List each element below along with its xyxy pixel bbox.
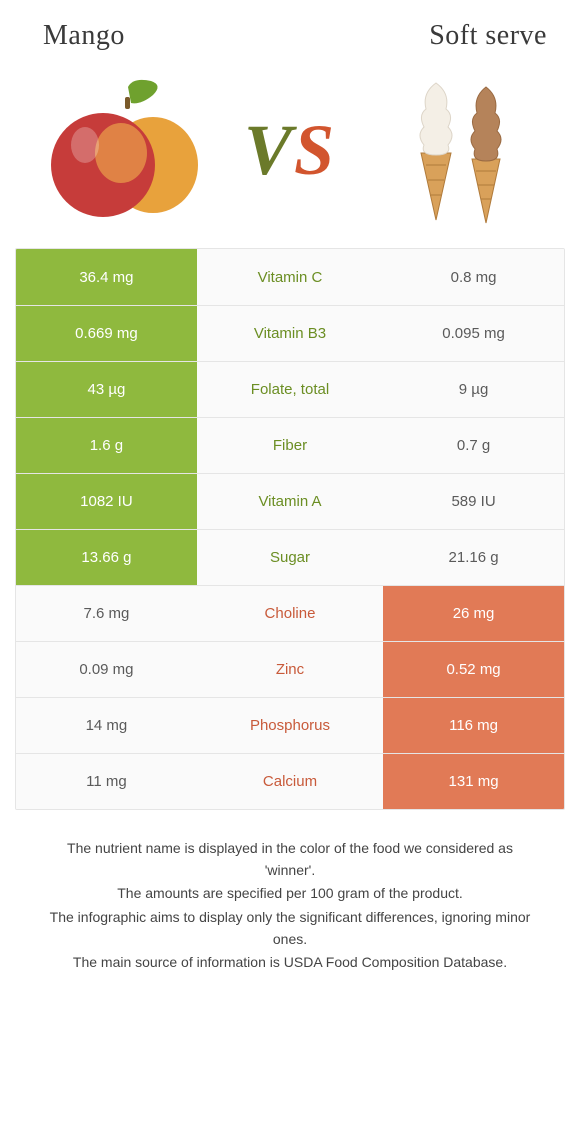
nutrient-name: Phosphorus bbox=[197, 698, 383, 753]
nutrient-name: Zinc bbox=[197, 642, 383, 697]
header-row: Mango Soft serve bbox=[15, 20, 565, 52]
vs-left-char: V bbox=[244, 110, 294, 190]
nutrient-name: Vitamin A bbox=[197, 474, 383, 529]
right-food-title: Soft serve bbox=[295, 20, 565, 52]
right-value: 131 mg bbox=[383, 754, 564, 809]
nutrient-row: 43 µgFolate, total9 µg bbox=[16, 361, 564, 417]
nutrient-name: Vitamin B3 bbox=[197, 306, 383, 361]
left-value: 43 µg bbox=[16, 362, 197, 417]
nutrient-name: Vitamin C bbox=[197, 249, 383, 305]
nutrient-row: 7.6 mgCholine26 mg bbox=[16, 585, 564, 641]
images-row: VS bbox=[15, 70, 565, 230]
left-value: 11 mg bbox=[16, 754, 197, 809]
vs-right-char: S bbox=[294, 110, 336, 190]
footnote-line: The main source of information is USDA F… bbox=[43, 952, 537, 974]
nutrient-row: 0.09 mgZinc0.52 mg bbox=[16, 641, 564, 697]
nutrient-row: 36.4 mgVitamin C0.8 mg bbox=[16, 249, 564, 305]
nutrient-row: 14 mgPhosphorus116 mg bbox=[16, 697, 564, 753]
right-value: 116 mg bbox=[383, 698, 564, 753]
left-value: 13.66 g bbox=[16, 530, 197, 585]
nutrient-row: 11 mgCalcium131 mg bbox=[16, 753, 564, 809]
footnote-line: The amounts are specified per 100 gram o… bbox=[43, 883, 537, 905]
soft-serve-icon bbox=[388, 75, 528, 225]
right-value: 589 IU bbox=[383, 474, 564, 529]
right-value: 9 µg bbox=[383, 362, 564, 417]
nutrient-name: Folate, total bbox=[197, 362, 383, 417]
footnote-line: The nutrient name is displayed in the co… bbox=[43, 838, 537, 881]
left-value: 1082 IU bbox=[16, 474, 197, 529]
footnote-line: The infographic aims to display only the… bbox=[43, 907, 537, 950]
right-value: 0.7 g bbox=[383, 418, 564, 473]
vs-label: VS bbox=[230, 109, 350, 192]
left-value: 0.09 mg bbox=[16, 642, 197, 697]
soft-serve-image bbox=[350, 70, 565, 230]
nutrient-row: 0.669 mgVitamin B30.095 mg bbox=[16, 305, 564, 361]
left-value: 7.6 mg bbox=[16, 586, 197, 641]
mango-icon bbox=[33, 75, 213, 225]
right-value: 0.52 mg bbox=[383, 642, 564, 697]
nutrient-row: 1082 IUVitamin A589 IU bbox=[16, 473, 564, 529]
nutrient-name: Sugar bbox=[197, 530, 383, 585]
left-value: 1.6 g bbox=[16, 418, 197, 473]
left-value: 36.4 mg bbox=[16, 249, 197, 305]
left-value: 14 mg bbox=[16, 698, 197, 753]
right-value: 0.095 mg bbox=[383, 306, 564, 361]
right-value: 21.16 g bbox=[383, 530, 564, 585]
left-food-title: Mango bbox=[15, 20, 295, 52]
nutrient-name: Choline bbox=[197, 586, 383, 641]
nutrient-table: 36.4 mgVitamin C0.8 mg0.669 mgVitamin B3… bbox=[15, 248, 565, 810]
nutrient-row: 1.6 gFiber0.7 g bbox=[16, 417, 564, 473]
mango-image bbox=[15, 70, 230, 230]
right-value: 0.8 mg bbox=[383, 249, 564, 305]
right-value: 26 mg bbox=[383, 586, 564, 641]
nutrient-name: Fiber bbox=[197, 418, 383, 473]
left-value: 0.669 mg bbox=[16, 306, 197, 361]
nutrient-row: 13.66 gSugar21.16 g bbox=[16, 529, 564, 585]
footnote: The nutrient name is displayed in the co… bbox=[15, 838, 565, 974]
nutrient-name: Calcium bbox=[197, 754, 383, 809]
